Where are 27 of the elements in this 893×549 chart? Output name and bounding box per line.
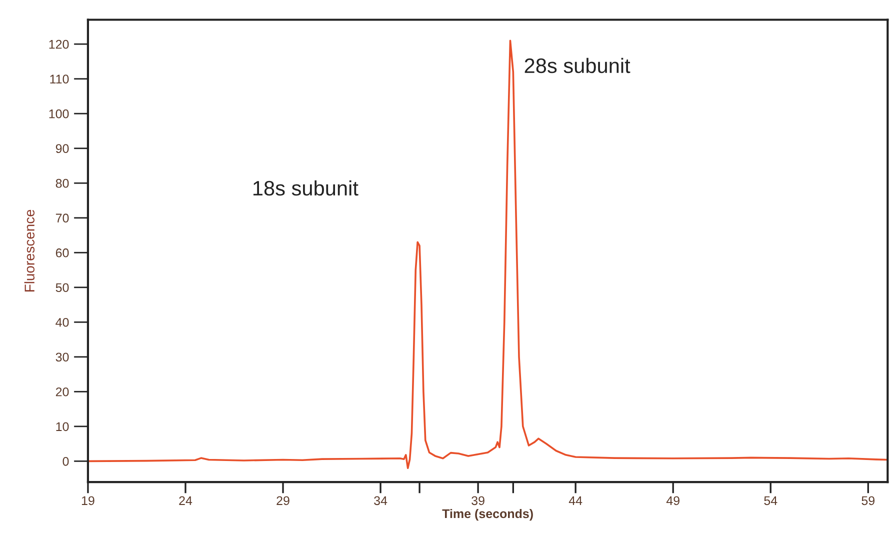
annotation: 28s subunit — [524, 58, 630, 74]
x-tick-label: 54 — [764, 496, 778, 506]
x-tick-label: 34 — [374, 496, 388, 506]
x-tick-label: 29 — [276, 496, 290, 506]
x-tick-label: 44 — [568, 496, 582, 505]
annotation: 18s subunit — [253, 180, 358, 196]
y-tick-label: 60 — [56, 248, 69, 258]
y-tick-label: 40 — [56, 318, 69, 327]
x-tick-label: 24 — [179, 496, 192, 505]
y-tick-label: 50 — [56, 283, 69, 292]
line-series — [88, 40, 888, 470]
y-tick-label: 70 — [56, 214, 69, 223]
x-tick-label: 39 — [472, 496, 484, 506]
y-tick-label: 80 — [56, 178, 69, 188]
y-tick-label: 30 — [56, 352, 69, 362]
y-tick-label: 20 — [56, 387, 69, 396]
y-tick-label: 0 — [62, 456, 69, 466]
y-tick-label: 110 — [50, 74, 69, 84]
x-axis-title: Time (seconds) — [442, 508, 533, 521]
x-tick-label: 49 — [666, 496, 680, 506]
y-tick-label: 120 — [49, 40, 69, 49]
y-tick-label: 10 — [56, 422, 69, 432]
y-tick-label: 100 — [49, 109, 69, 118]
y-axis-title: Fluorescence — [24, 210, 34, 292]
x-tick-label: 59 — [862, 496, 874, 506]
x-tick-label: 19 — [82, 496, 94, 506]
y-tick-label: 90 — [56, 144, 69, 154]
